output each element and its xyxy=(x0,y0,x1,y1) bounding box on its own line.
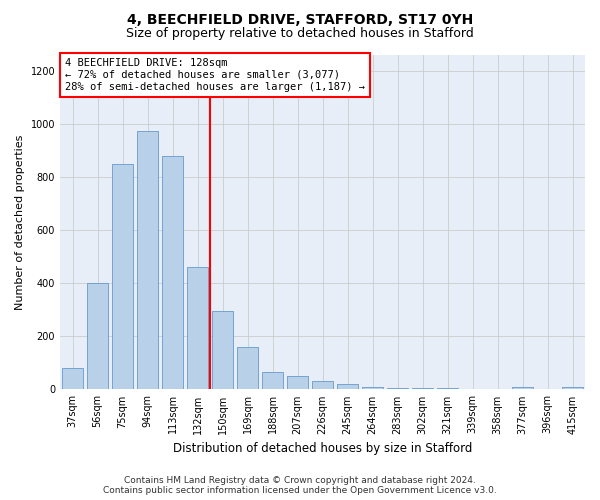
Bar xyxy=(312,382,333,390)
Bar xyxy=(562,387,583,390)
Bar xyxy=(412,388,433,390)
Text: Size of property relative to detached houses in Stafford: Size of property relative to detached ho… xyxy=(126,28,474,40)
Bar xyxy=(387,388,408,390)
Y-axis label: Number of detached properties: Number of detached properties xyxy=(15,134,25,310)
Text: Contains HM Land Registry data © Crown copyright and database right 2024.
Contai: Contains HM Land Registry data © Crown c… xyxy=(103,476,497,495)
Bar xyxy=(362,387,383,390)
Bar xyxy=(212,311,233,390)
Text: 4 BEECHFIELD DRIVE: 128sqm
← 72% of detached houses are smaller (3,077)
28% of s: 4 BEECHFIELD DRIVE: 128sqm ← 72% of deta… xyxy=(65,58,365,92)
Bar xyxy=(287,376,308,390)
Bar xyxy=(87,284,108,390)
Bar xyxy=(437,388,458,390)
Bar xyxy=(162,156,183,390)
Bar xyxy=(262,372,283,390)
Bar xyxy=(187,268,208,390)
Bar xyxy=(512,387,533,390)
Bar xyxy=(337,384,358,390)
Bar xyxy=(112,164,133,390)
Bar xyxy=(137,130,158,390)
Text: 4, BEECHFIELD DRIVE, STAFFORD, ST17 0YH: 4, BEECHFIELD DRIVE, STAFFORD, ST17 0YH xyxy=(127,12,473,26)
Bar xyxy=(62,368,83,390)
Bar xyxy=(237,347,258,390)
X-axis label: Distribution of detached houses by size in Stafford: Distribution of detached houses by size … xyxy=(173,442,472,455)
